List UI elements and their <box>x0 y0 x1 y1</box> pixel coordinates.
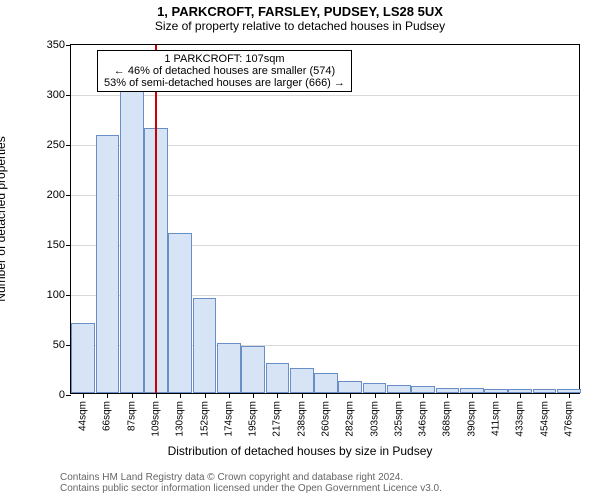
chart-title: 1, PARKCROFT, FARSLEY, PUDSEY, LS28 5UX <box>0 0 600 19</box>
info-line-2: ← 46% of detached houses are smaller (57… <box>104 65 345 77</box>
chart-plot-area: 05010015020025030035044sqm66sqm87sqm109s… <box>70 44 580 394</box>
histogram-bar <box>363 383 387 393</box>
histogram-bar <box>241 346 265 393</box>
y-tick-label: 150 <box>47 239 71 251</box>
info-line-3: 53% of semi-detached houses are larger (… <box>104 77 345 89</box>
histogram-bar <box>168 233 192 393</box>
footer: Contains HM Land Registry data © Crown c… <box>60 472 442 494</box>
chart-subtitle: Size of property relative to detached ho… <box>0 19 600 33</box>
y-tick-label: 350 <box>47 39 71 51</box>
y-tick-label: 50 <box>53 339 71 351</box>
y-tick-label: 200 <box>47 189 71 201</box>
x-tick-label: 195sqm <box>248 395 259 437</box>
grid-line <box>71 95 579 96</box>
info-box: 1 PARKCROFT: 107sqm ← 46% of detached ho… <box>97 50 352 92</box>
x-tick-label: 454sqm <box>539 395 550 437</box>
histogram-bar <box>338 381 362 393</box>
x-tick-label: 130sqm <box>175 395 186 437</box>
y-tick-label: 250 <box>47 139 71 151</box>
x-tick-label: 66sqm <box>102 395 113 431</box>
histogram-bar <box>217 343 241 393</box>
x-tick-label: 152sqm <box>199 395 210 437</box>
x-axis-label: Distribution of detached houses by size … <box>0 444 600 458</box>
histogram-bar <box>314 373 338 393</box>
x-tick-label: 238sqm <box>296 395 307 437</box>
y-tick-label: 300 <box>47 89 71 101</box>
x-tick-label: 282sqm <box>345 395 356 437</box>
x-tick-label: 325sqm <box>393 395 404 437</box>
info-line-1: 1 PARKCROFT: 107sqm <box>104 53 345 65</box>
x-tick-label: 109sqm <box>151 395 162 437</box>
y-tick-label: 0 <box>59 389 71 401</box>
x-tick-label: 346sqm <box>418 395 429 437</box>
x-tick-label: 87sqm <box>126 395 137 431</box>
footer-line-2: Contains public sector information licen… <box>60 483 442 494</box>
histogram-bar <box>120 88 144 393</box>
reference-line <box>155 45 157 393</box>
histogram-bar <box>96 135 120 393</box>
y-axis-label: Number of detached properties <box>0 136 8 301</box>
x-tick-label: 217sqm <box>272 395 283 437</box>
histogram-bar <box>71 323 95 393</box>
x-tick-label: 411sqm <box>491 395 502 436</box>
x-tick-label: 433sqm <box>515 395 526 437</box>
histogram-bar <box>411 386 435 393</box>
histogram-bar <box>266 363 290 393</box>
histogram-bar <box>193 298 217 393</box>
x-tick-label: 174sqm <box>223 395 234 437</box>
histogram-bar <box>387 385 411 393</box>
x-tick-label: 303sqm <box>369 395 380 437</box>
x-tick-label: 44sqm <box>78 395 89 431</box>
x-tick-label: 260sqm <box>321 395 332 437</box>
x-tick-label: 476sqm <box>563 395 574 437</box>
x-tick-label: 368sqm <box>442 395 453 437</box>
y-tick-label: 100 <box>47 289 71 301</box>
footer-line-1: Contains HM Land Registry data © Crown c… <box>60 472 442 483</box>
x-tick-label: 390sqm <box>466 395 477 437</box>
histogram-bar <box>290 368 314 393</box>
